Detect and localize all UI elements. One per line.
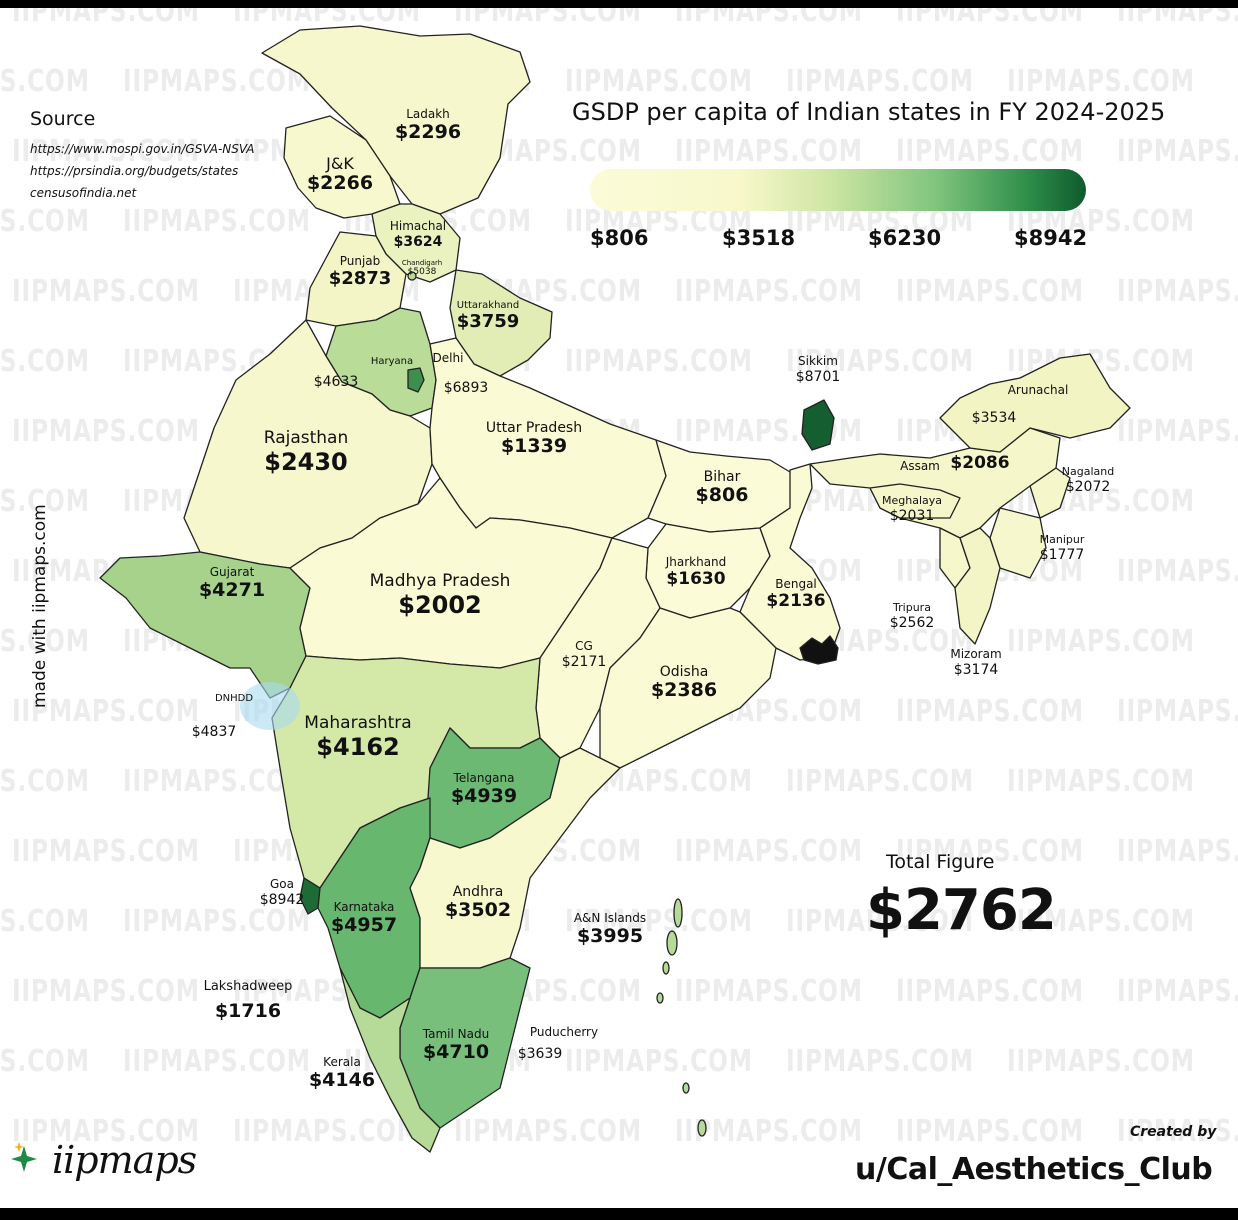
label-manipur: Manipur $1777 [1039, 533, 1085, 563]
map-canvas: IIPMAPS.COM IIPMAPS.COM IIPMAPS.COM IIPMAPS… [0, 8, 1238, 1208]
label-haryana: Haryana [370, 356, 414, 367]
legend-tick-label: $6230 [868, 226, 942, 250]
label-meghalaya: Meghalaya $2031 [881, 494, 943, 524]
label-karnataka: Karnataka $4957 [330, 900, 398, 936]
legend-tick-label: $3518 [722, 226, 796, 250]
iipmaps-logo: iipmaps [10, 1138, 197, 1182]
label-tripura: Tripura $2562 [889, 601, 935, 631]
value-delhi: $6893 [443, 380, 489, 396]
region-arunachal [939, 353, 1131, 453]
label-cg: CG $2171 [561, 639, 607, 670]
label-telangana: Telangana $4939 [450, 771, 518, 807]
legend-tick-label: $8942 [1014, 226, 1088, 250]
region-uttarakhand [449, 269, 553, 377]
value-arunachal: $3534 [971, 410, 1017, 426]
label-delhi: Delhi [432, 351, 464, 365]
region-mizoram [954, 527, 1001, 645]
label-uttarakhand: Uttarakhand $3759 [456, 300, 520, 332]
india-map [99, 25, 1131, 1153]
value-haryana: $4633 [313, 374, 359, 390]
label-jharkhand: Jharkhand $1630 [665, 555, 727, 589]
label-odisha: Odisha $2386 [650, 664, 718, 702]
label-bengal: Bengal $2136 [766, 577, 826, 611]
label-ladakh: Ladakh $2296 [394, 107, 462, 143]
total-figure-label: Total Figure [886, 851, 995, 873]
region-nagaland [1029, 467, 1071, 519]
region-meghalaya [869, 483, 961, 519]
region-chandigarh [407, 271, 417, 281]
sundarbans [799, 635, 839, 665]
label-arunachal: Arunachal [1007, 383, 1069, 397]
source-url: https://prsindia.org/budgets/states [30, 164, 239, 178]
region-andhra [409, 747, 621, 969]
label-rajasthan: Rajasthan $2430 [263, 428, 349, 476]
map-title: GSDP per capita of Indian states in FY 2… [572, 98, 1166, 126]
label-jk: J&K $2266 [306, 154, 374, 195]
region-anislands [656, 898, 707, 1137]
region-ladakh [261, 25, 531, 215]
label-mizoram: Mizoram $3174 [950, 647, 1002, 678]
source-url: https://www.mospi.gov.in/GSVA-NSVA [30, 142, 255, 156]
made-with-text: made with iipmaps.com [30, 504, 50, 708]
label-nagaland: Nagaland $2072 [1061, 465, 1115, 495]
legend-color-bar [590, 169, 1086, 211]
value-assam: $2086 [950, 453, 1010, 473]
label-sikkim: Sikkim $8701 [795, 354, 841, 385]
region-kerala [339, 967, 441, 1153]
label-anislands: A&N Islands $3995 [573, 911, 647, 947]
sparkle-icon [11, 1142, 37, 1172]
region-dnhdd [240, 682, 300, 730]
label-puducherry: Puducherry [529, 1025, 599, 1039]
region-delhi [407, 367, 425, 393]
label-punjab: Punjab $2873 [328, 254, 392, 289]
source-block: Source https://www.mospi.gov.in/GSVA-NSV… [30, 108, 280, 204]
label-himachal: Himachal $3624 [389, 219, 447, 250]
created-by-label: Created by [1130, 1124, 1217, 1140]
label-mp: Madhya Pradesh $2002 [369, 571, 511, 619]
label-dnhdd: DNHDD [214, 693, 254, 704]
label-tamilnadu: Tamil Nadu $4710 [422, 1027, 490, 1063]
total-figure-value: $2762 [866, 878, 1057, 943]
label-andhra: Andhra $3502 [444, 884, 512, 922]
logo-text: iipmaps [52, 1138, 197, 1182]
region-sikkim [801, 399, 835, 451]
value-puducherry: $3639 [517, 1046, 563, 1062]
label-up: Uttar Pradesh $1339 [485, 420, 583, 458]
region-odisha [599, 607, 777, 769]
source-url: censusofindia.net [30, 186, 137, 200]
label-bihar: Bihar $806 [695, 469, 749, 507]
label-maharashtra: Maharashtra $4162 [304, 713, 412, 761]
value-dnhdd: $4837 [191, 724, 237, 740]
label-lakshadweep: Lakshadweep $1716 [203, 979, 293, 1022]
label-chandigarh: Chandigarh $5038 [401, 259, 443, 278]
region-goa [299, 877, 321, 915]
label-gujarat: Gujarat $4271 [198, 565, 266, 601]
label-assam: Assam [900, 459, 940, 473]
source-heading: Source [30, 108, 96, 130]
label-kerala: Kerala $4146 [308, 1055, 376, 1091]
creator-username: u/Cal_Aesthetics_Club [855, 1152, 1213, 1187]
legend-tick-label: $806 [590, 226, 649, 250]
label-goa: Goa $8942 [259, 877, 305, 908]
